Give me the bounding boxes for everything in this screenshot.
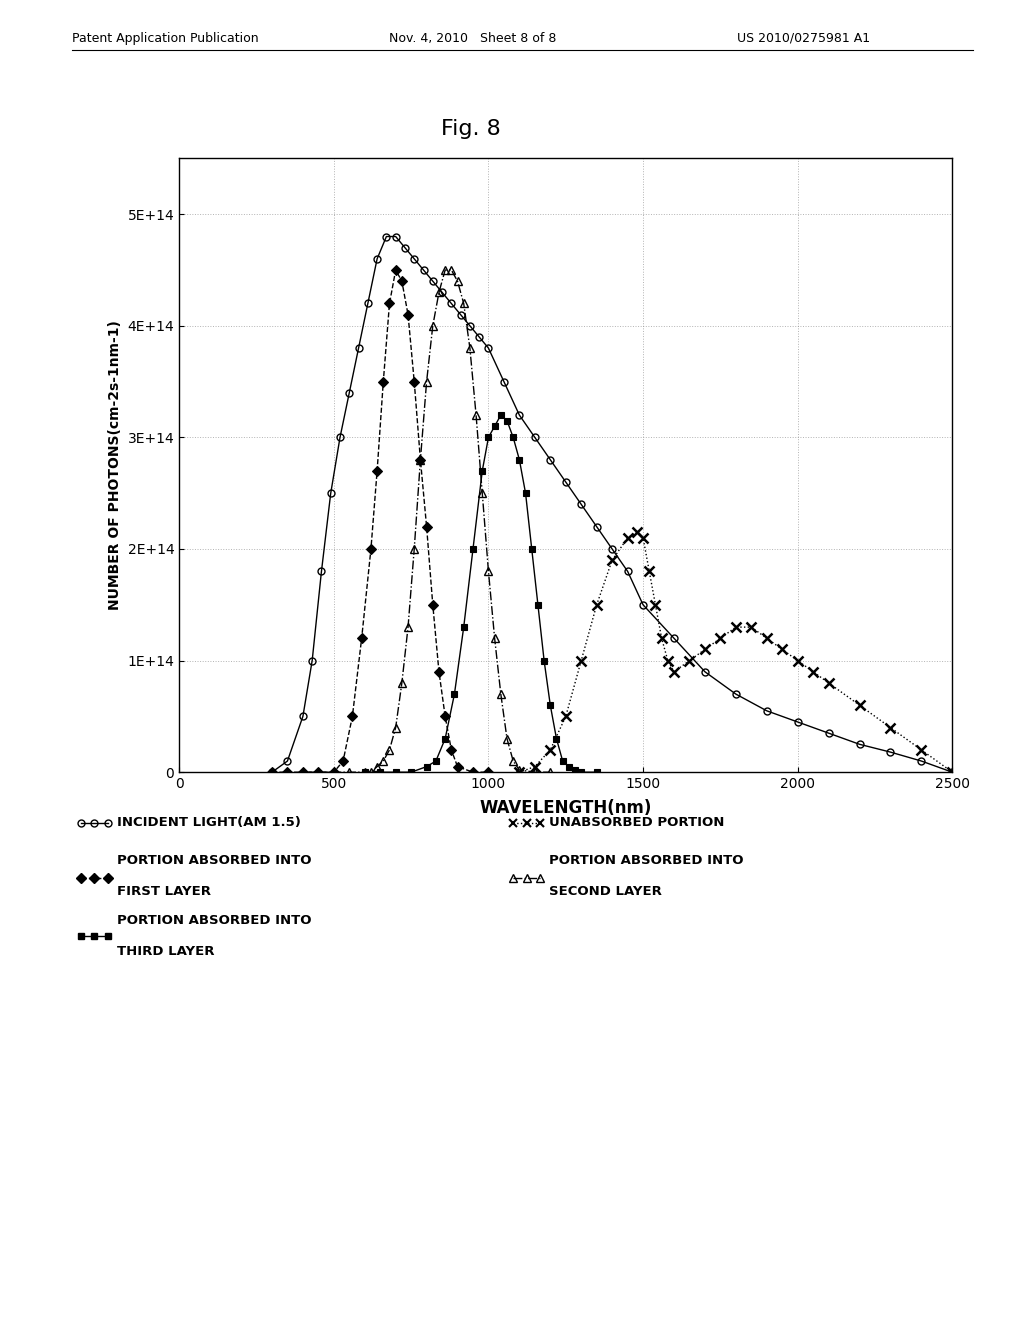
Y-axis label: NUMBER OF PHOTONS(cm-2s-1nm-1): NUMBER OF PHOTONS(cm-2s-1nm-1) [108,321,122,610]
X-axis label: WAVELENGTH(nm): WAVELENGTH(nm) [479,800,652,817]
Text: Patent Application Publication: Patent Application Publication [72,32,258,45]
Text: THIRD LAYER: THIRD LAYER [117,945,214,958]
Text: PORTION ABSORBED INTO: PORTION ABSORBED INTO [549,854,743,867]
Text: Fig. 8: Fig. 8 [441,119,501,139]
Text: US 2010/0275981 A1: US 2010/0275981 A1 [737,32,870,45]
Text: UNABSORBED PORTION: UNABSORBED PORTION [549,816,725,829]
Text: Nov. 4, 2010   Sheet 8 of 8: Nov. 4, 2010 Sheet 8 of 8 [389,32,556,45]
Text: FIRST LAYER: FIRST LAYER [117,884,211,898]
Text: PORTION ABSORBED INTO: PORTION ABSORBED INTO [117,854,311,867]
Text: SECOND LAYER: SECOND LAYER [549,884,663,898]
Text: PORTION ABSORBED INTO: PORTION ABSORBED INTO [117,915,311,927]
Text: INCIDENT LIGHT(AM 1.5): INCIDENT LIGHT(AM 1.5) [117,816,301,829]
